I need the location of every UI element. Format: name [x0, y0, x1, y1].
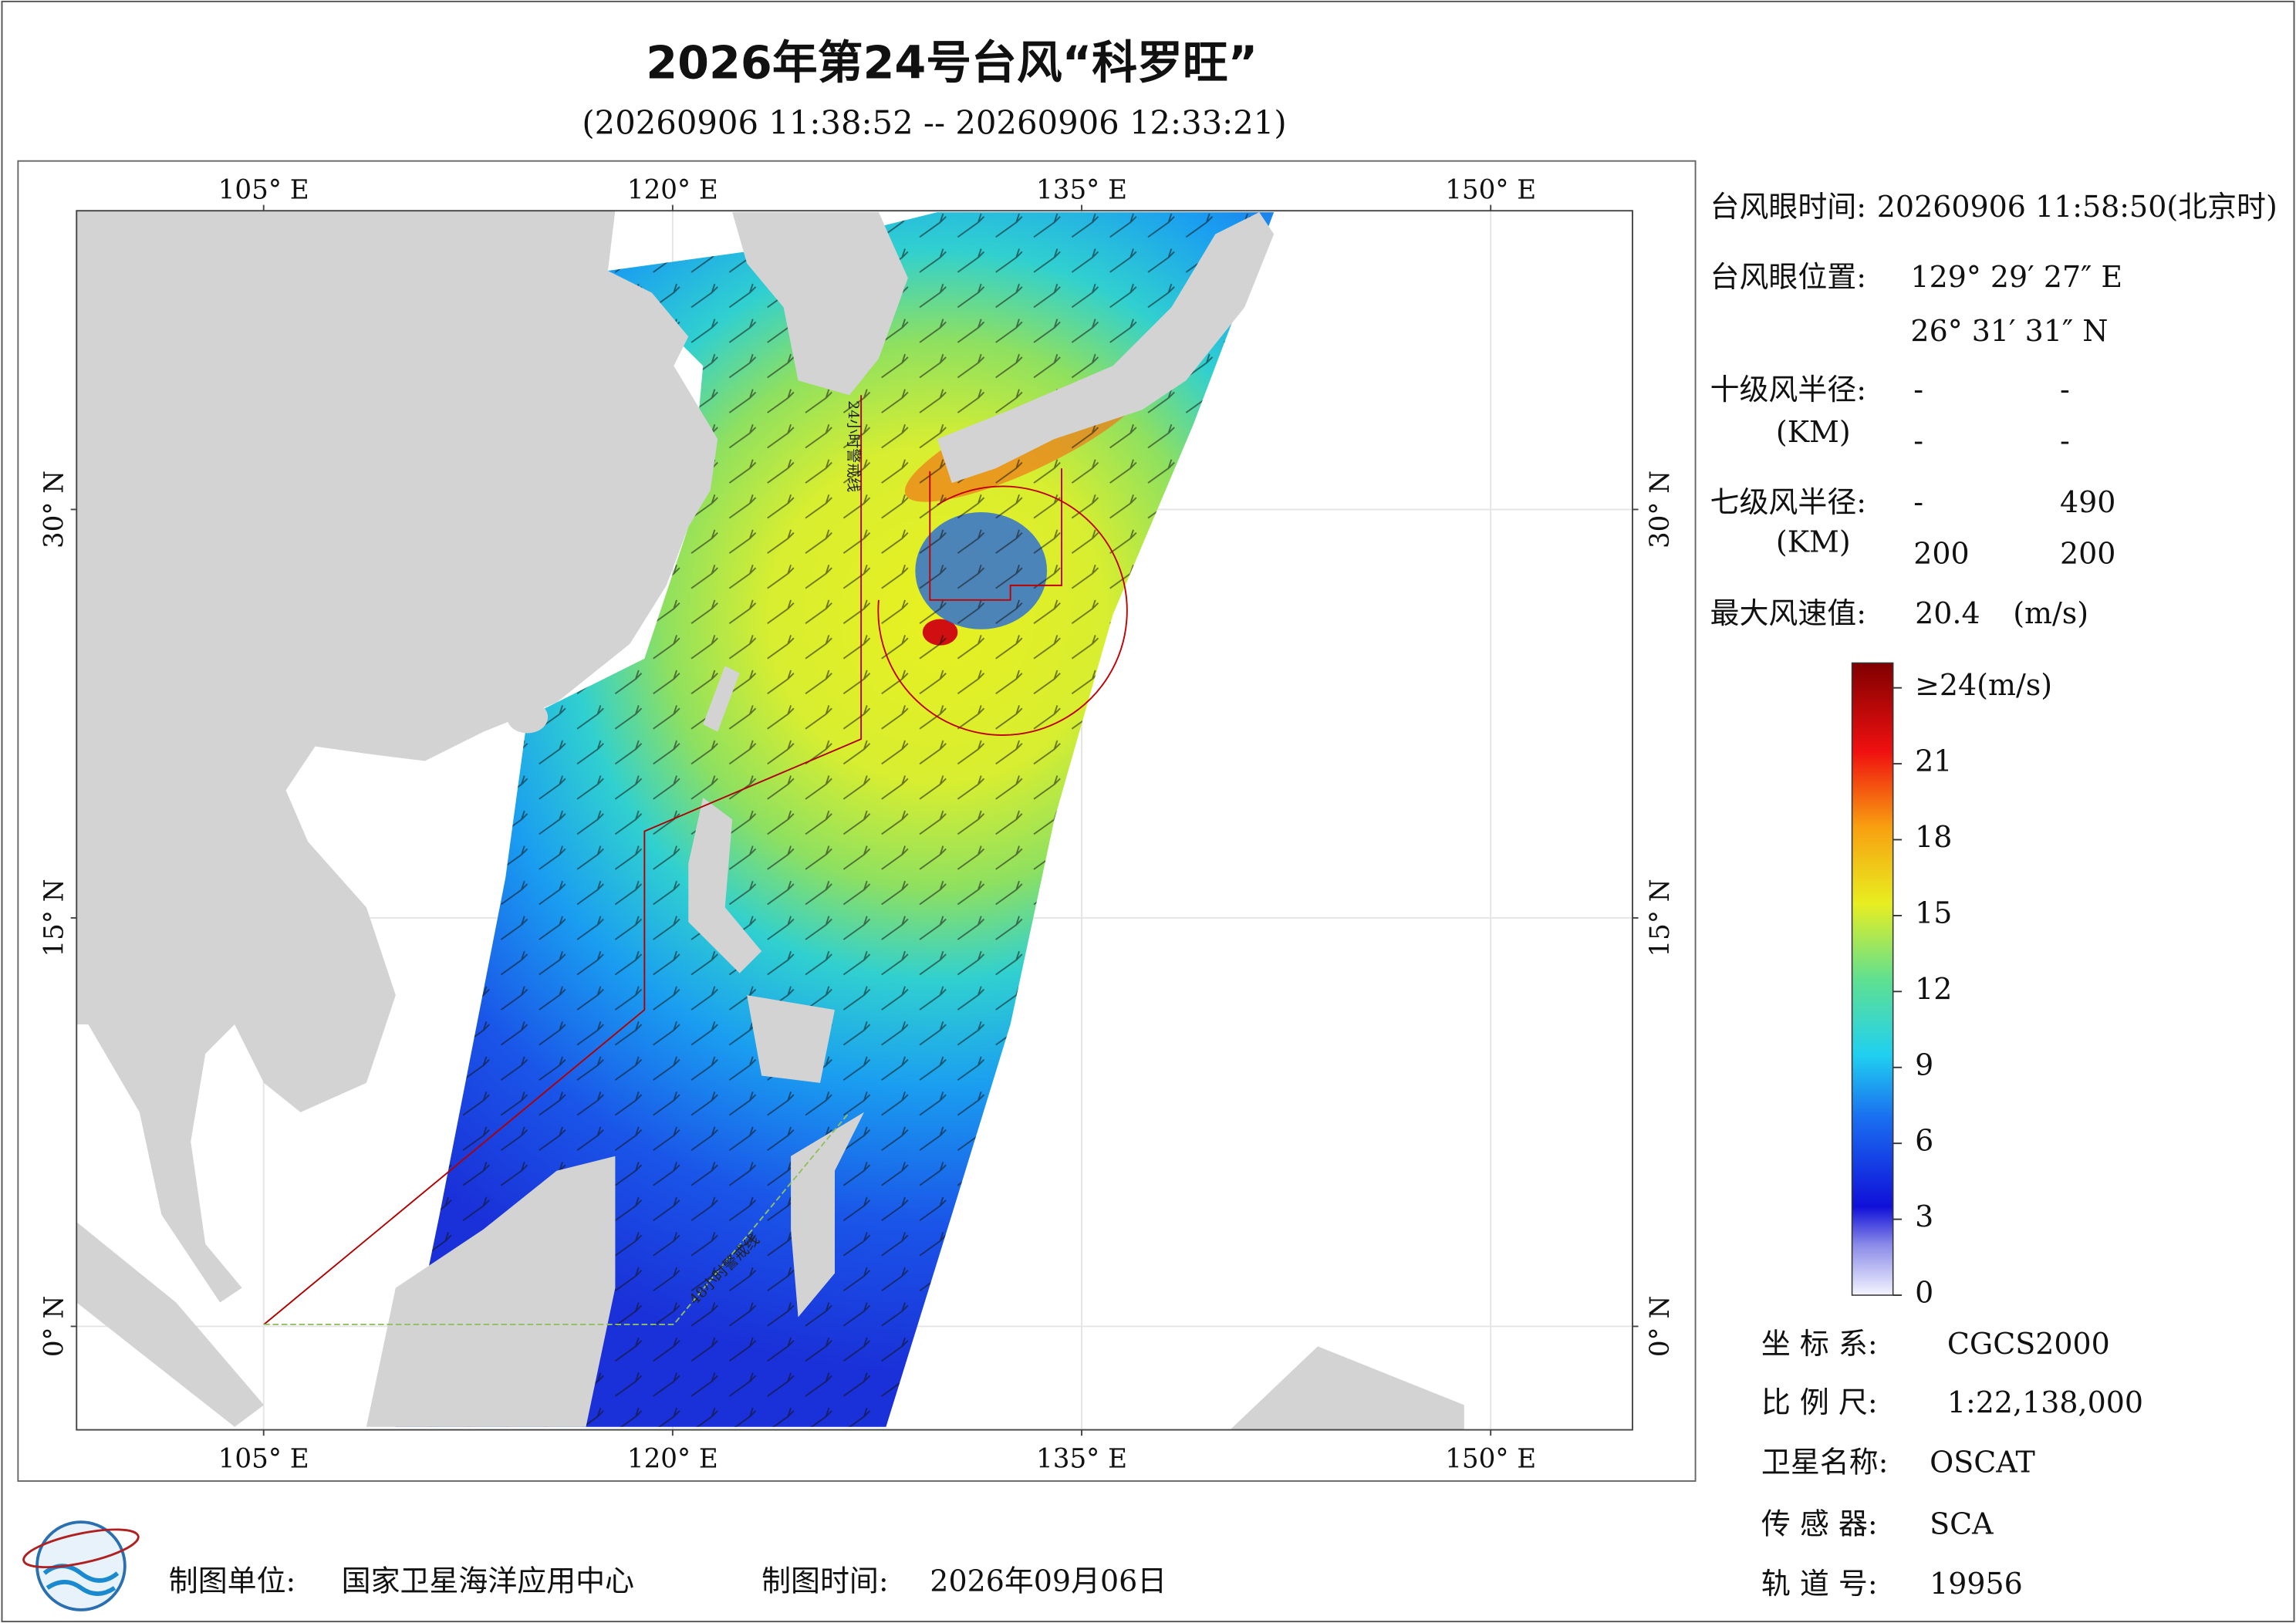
- info-value: -: [1913, 423, 1923, 457]
- mainland: [76, 211, 718, 1303]
- colorbar-label: 0: [1915, 1276, 1933, 1310]
- axis-ticks: 105° E 105° E 120° E 120° E 135° E 135° E 150°…: [39, 175, 1676, 1475]
- wind-radius-arc: [877, 485, 1128, 736]
- info-label: 台风眼位置:: [1710, 260, 1866, 294]
- info-value: 20260906 11:58:50(北京时): [1877, 190, 2277, 224]
- info-value: 20.4: [1915, 596, 1980, 630]
- korea: [732, 212, 908, 396]
- hainan: [507, 700, 549, 734]
- colorbar-label: 12: [1915, 972, 1952, 1006]
- info-value: -: [2060, 423, 2070, 457]
- y-tick-label: 15° N: [39, 879, 70, 957]
- footer-value: 2026年09月06日: [930, 1564, 1167, 1598]
- meta-value: 1:22,138,000: [1947, 1385, 2143, 1419]
- logo-wave: [46, 1580, 116, 1596]
- meta-value: 19956: [1930, 1567, 2023, 1601]
- meta-label: 坐 标 系:: [1761, 1327, 1878, 1361]
- y-tick-label: 30° N: [1645, 471, 1676, 548]
- info-unit: (m/s): [2013, 596, 2088, 630]
- info-label: 十级风半径:: [1710, 373, 1866, 407]
- x-tick-label: 135° E: [1036, 175, 1127, 206]
- x-tick-label: 105° E: [218, 175, 309, 206]
- colorbar-label: 21: [1915, 744, 1952, 778]
- info-unit: (KM): [1776, 525, 1851, 558]
- colorbar: [1851, 662, 1894, 1296]
- footer-label: 制图单位:: [169, 1564, 296, 1598]
- map-frame: [76, 210, 1633, 1431]
- map-annotation: 24小时警戒线: [845, 400, 862, 492]
- logo-ring: [35, 1520, 127, 1611]
- meta-value: OSCAT: [1930, 1446, 2035, 1480]
- info-value: 129° 29′ 27″ E: [1910, 260, 2122, 294]
- title: 2026年第24号台风“科罗旺”: [646, 35, 1258, 89]
- wind-barbs: [395, 212, 1275, 1427]
- meta-value: CGCS2000: [1947, 1327, 2110, 1361]
- map-body: 24小时警戒线 48小时警戒线: [76, 211, 1633, 1430]
- x-tick-label: 120° E: [627, 175, 718, 206]
- footer-value: 国家卫星海洋应用中心: [342, 1564, 634, 1598]
- map-panel: [17, 160, 1697, 1482]
- new-guinea: [1230, 1346, 1464, 1430]
- info-value: 26° 31′ 31″ N: [1910, 314, 2108, 348]
- colorbar-label: ≥24(m/s): [1915, 668, 2052, 702]
- info-value: 490: [2060, 485, 2115, 519]
- mindanao: [747, 995, 835, 1083]
- colorbar-ticks: 0 3 6 9 12 15 18 21 ≥24(m/s): [1893, 668, 2052, 1310]
- info-value: 200: [1913, 536, 1969, 570]
- logo: [22, 1520, 140, 1611]
- luzon: [688, 797, 762, 973]
- colorbar-label: 15: [1915, 896, 1952, 930]
- y-tick-label: 15° N: [1645, 879, 1676, 957]
- info-label: 台风眼时间:: [1710, 190, 1866, 224]
- x-tick-label: 135° E: [1036, 1443, 1127, 1474]
- land: [76, 211, 1464, 1430]
- subtitle: (20260906 11:38:52 -- 20260906 12:33:21): [582, 104, 1286, 142]
- x-tick-label: 150° E: [1445, 175, 1536, 206]
- meta-label: 轨 道 号:: [1761, 1567, 1878, 1601]
- meta-label: 卫星名称:: [1761, 1446, 1889, 1480]
- info-panel: 台风眼时间: 20260906 11:58:50(北京时) 台风眼位置: 129…: [1710, 190, 2277, 630]
- y-tick-label: 30° N: [39, 471, 70, 548]
- footer-label: 制图时间:: [761, 1564, 889, 1598]
- info-value: -: [1913, 373, 1923, 407]
- sulawesi: [791, 1112, 864, 1318]
- info-value: 200: [2060, 536, 2115, 570]
- meta-label: 比 例 尺:: [1761, 1385, 1878, 1419]
- info-label: 七级风半径:: [1710, 485, 1866, 519]
- borneo: [366, 1156, 616, 1427]
- forecast-box: [929, 468, 1063, 601]
- sumatra: [76, 1222, 265, 1427]
- logo-orbit: [22, 1528, 140, 1569]
- info-value: -: [2060, 373, 2070, 407]
- info-label: 最大风速值:: [1710, 596, 1866, 630]
- warning-line-24h: [263, 395, 863, 1325]
- colorbar-label: 18: [1915, 820, 1952, 854]
- info-unit: (KM): [1776, 415, 1851, 449]
- colorbar-label: 6: [1915, 1124, 1933, 1158]
- meta-info: 坐 标 系: CGCS2000 比 例 尺: 1:22,138,000 卫星名称: OSC…: [1761, 1327, 2143, 1601]
- colorbar-label: 3: [1915, 1200, 1933, 1233]
- japan: [937, 212, 1275, 484]
- x-tick-label: 120° E: [627, 1443, 718, 1474]
- colorbar-label: 9: [1915, 1048, 1933, 1081]
- meta-label: 传 感 器:: [1761, 1507, 1878, 1540]
- warning-line-48h: [264, 1112, 850, 1325]
- y-tick-label: 0° N: [1645, 1296, 1676, 1357]
- x-tick-label: 150° E: [1445, 1443, 1536, 1474]
- info-value: -: [1913, 485, 1923, 519]
- meta-value: SCA: [1930, 1507, 1994, 1540]
- x-tick-label: 105° E: [218, 1443, 309, 1474]
- y-tick-label: 0° N: [39, 1296, 70, 1357]
- taiwan: [703, 666, 740, 732]
